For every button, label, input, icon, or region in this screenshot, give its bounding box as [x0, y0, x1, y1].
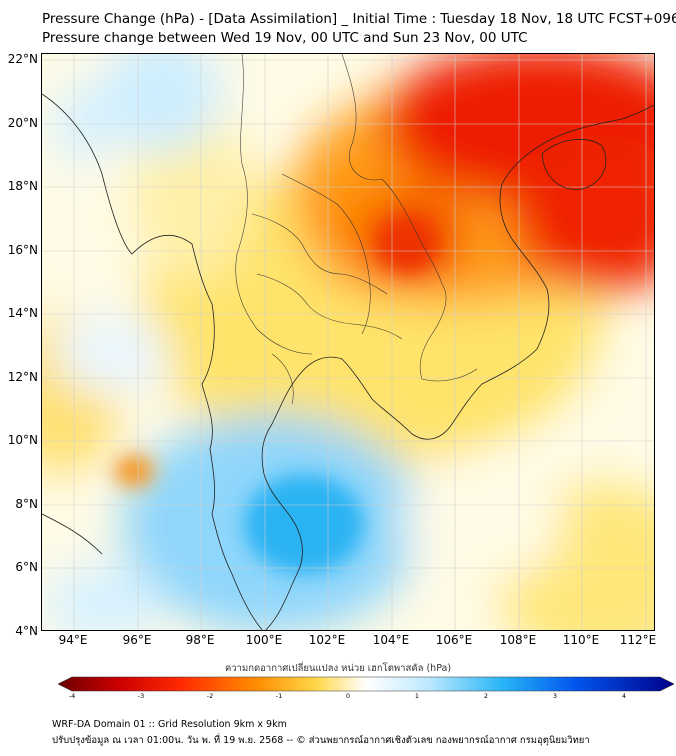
chart-title: Pressure Change (hPa) - [Data Assimilati… — [42, 11, 676, 27]
credit-line: ปรับปรุงข้อมูล ณ เวลา 01:00น. วัน พ. ที่… — [52, 735, 590, 746]
colorbar-tick: 0 — [345, 692, 351, 700]
lat-label: 4°N — [15, 624, 38, 638]
lon-label: 98°E — [185, 633, 215, 647]
colorbar-tick: 2 — [483, 692, 489, 700]
lon-label: 100°E — [245, 633, 283, 647]
colorbar-tick: -2 — [206, 692, 214, 700]
colorbar-tick: -3 — [137, 692, 145, 700]
lat-label: 10°N — [7, 433, 38, 447]
coastlines — [42, 93, 654, 630]
lon-label: 104°E — [372, 633, 410, 647]
boundaries — [235, 54, 478, 405]
lat-label: 6°N — [15, 560, 38, 574]
lon-label: 96°E — [122, 633, 152, 647]
colorbar-label: ความกดอากาศเปลี่ยนแปลง หน่วย เฮกโตพาสคัล… — [224, 663, 452, 674]
lat-label: 16°N — [7, 243, 38, 257]
lat-label: 22°N — [7, 52, 38, 66]
lat-label: 18°N — [7, 179, 38, 193]
graticule — [42, 54, 654, 630]
colorbar-tick: 4 — [621, 692, 627, 700]
lon-label: 94°E — [58, 633, 88, 647]
lon-label: 102°E — [308, 633, 346, 647]
lon-label: 112°E — [619, 633, 657, 647]
colorbar — [58, 676, 674, 692]
colorbar-tick: 1 — [414, 692, 420, 700]
pressure-change-map — [41, 53, 655, 631]
lat-label: 8°N — [15, 497, 38, 511]
colorbar-tick: -4 — [68, 692, 76, 700]
pressure-field — [42, 54, 654, 630]
lat-label: 20°N — [7, 116, 38, 130]
chart-subtitle: Pressure change between Wed 19 Nov, 00 U… — [42, 30, 528, 46]
map-canvas — [42, 54, 654, 630]
colorbar-tick: 3 — [552, 692, 558, 700]
colorbar-tick: -1 — [275, 692, 283, 700]
lon-label: 110°E — [562, 633, 600, 647]
lat-label: 14°N — [7, 306, 38, 320]
lon-label: 106°E — [435, 633, 473, 647]
lon-label: 108°E — [499, 633, 537, 647]
lat-label: 12°N — [7, 370, 38, 384]
model-info: WRF-DA Domain 01 :: Grid Resolution 9km … — [52, 719, 287, 730]
